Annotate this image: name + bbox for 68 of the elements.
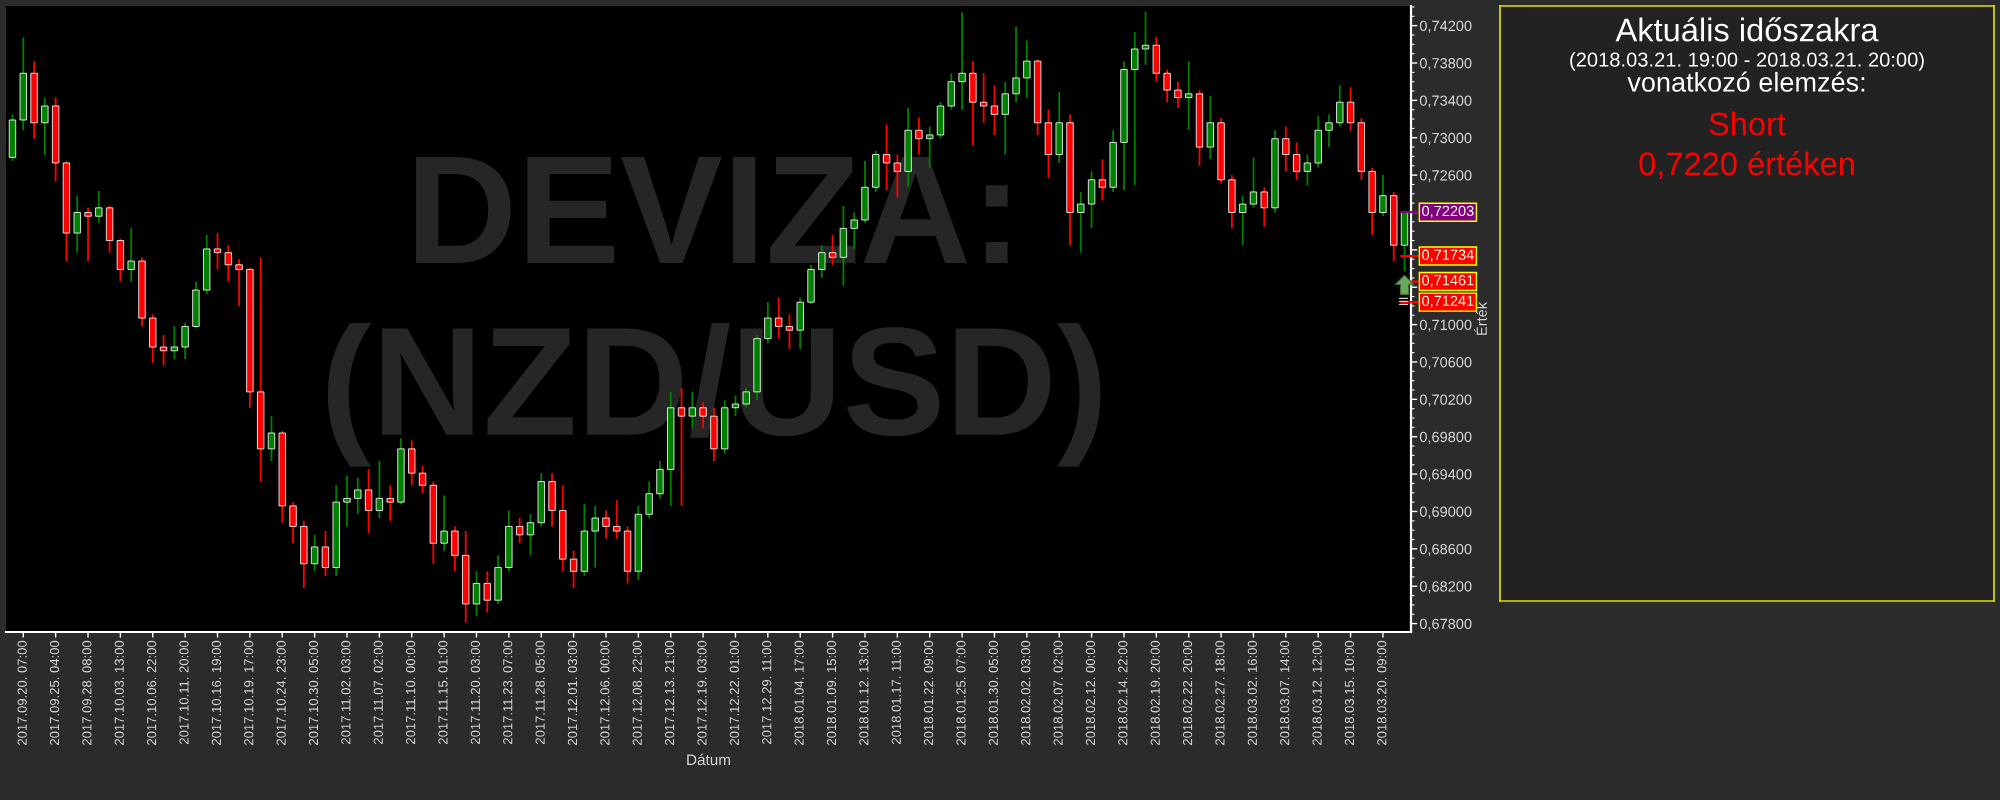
x-tick-label: 2017.11.07. 02:00 — [373, 640, 383, 744]
x-tick-label: 2017.11.15. 01:00 — [438, 640, 448, 744]
x-tick-label: 2017.11.20. 03:00 — [470, 640, 480, 744]
x-tick-label: 2018.01.22. 09:00 — [923, 640, 934, 745]
x-tick-label: 2017.11.28. 05:00 — [535, 640, 545, 744]
x-tick-label: 2017.11.23. 07:00 — [503, 640, 513, 744]
x-tick-label: 2017.10.19. 17:00 — [244, 640, 254, 745]
x-tick-label: 2018.03.12. 12:00 — [1312, 640, 1322, 745]
ref-line-label: 0,71461 — [1422, 275, 1474, 288]
x-tick-label: 2018.02.07. 02:00 — [1053, 640, 1063, 745]
x-tick-label: 2018.02.22. 20:00 — [1182, 640, 1193, 745]
x-tick-label: 2017.12.06. 00:00 — [600, 640, 610, 745]
x-tick-label: 2017.10.11. 20:00 — [179, 640, 189, 744]
y-tick-label: 0,68600 — [1419, 543, 1472, 556]
x-tick-label: 2018.01.30. 05:00 — [988, 640, 998, 745]
y-tick-label: 0,72600 — [1419, 170, 1472, 183]
x-tick-label: 2018.02.19. 20:00 — [1150, 640, 1160, 745]
ref-line-label: 0,72203 — [1422, 205, 1474, 218]
x-tick-label: 2017.12.29. 11:00 — [762, 640, 772, 744]
y-tick-label: 0,73400 — [1419, 95, 1472, 108]
x-tick-label: 2017.12.13. 21:00 — [664, 640, 675, 745]
y-axis-title: Érték — [1474, 301, 1487, 335]
text: Aktuális időszakra — [1615, 17, 1879, 42]
x-tick-label: 2017.09.25. 04:00 — [49, 640, 60, 745]
x-tick-label: 2018.03.07. 14:00 — [1280, 640, 1290, 745]
x-tick-label: 2018.02.02. 03:00 — [1021, 640, 1031, 745]
y-tick-label: 0,69400 — [1419, 469, 1472, 482]
x-tick-label: 2017.10.03. 13:00 — [114, 640, 124, 745]
x-tick-label: 2017.11.10. 00:00 — [406, 640, 416, 744]
x-tick-label: 2018.03.02. 16:00 — [1247, 640, 1257, 745]
y-tick-label: 0,68200 — [1419, 581, 1472, 594]
y-tick-label: 0,69800 — [1419, 431, 1472, 444]
y-tick-label: 0,73000 — [1419, 132, 1472, 145]
ref-line-label: 0,71734 — [1422, 249, 1474, 262]
x-tick-label: 2018.01.09. 15:00 — [826, 640, 837, 745]
x-tick-label: 2018.01.17. 11:00 — [891, 640, 901, 744]
x-tick-label: 2017.10.16. 19:00 — [211, 640, 222, 745]
x-tick-label: 2017.09.20. 07:00 — [17, 640, 27, 745]
y-tick-label: 0,70200 — [1419, 394, 1472, 407]
x-tick-label: 2018.01.12. 13:00 — [859, 640, 869, 745]
x-tick-label: 2018.02.27. 18:00 — [1215, 640, 1225, 745]
x-tick-label: 2018.02.14. 22:00 — [1118, 640, 1128, 745]
x-tick-label: 2017.12.01. 03:00 — [567, 640, 578, 745]
text: 0,7220 értéken — [1639, 151, 1854, 180]
y-tick-label: 0,70600 — [1419, 357, 1472, 370]
text: Short — [1709, 111, 1786, 136]
x-tick-label: 2018.02.12. 00:00 — [1085, 640, 1096, 745]
x-axis-title: Dátum — [687, 753, 730, 766]
x-tick-label: 2018.03.20. 09:00 — [1377, 640, 1387, 745]
x-tick-label: 2017.12.19. 03:00 — [697, 640, 707, 745]
x-tick-label: 2017.10.24. 23:00 — [276, 640, 286, 745]
x-tick-label: 2018.01.04. 17:00 — [794, 640, 804, 745]
x-tick-label: 2018.01.25. 07:00 — [956, 640, 966, 745]
y-tick-label: 0,74200 — [1419, 20, 1472, 33]
x-tick-label: 2017.12.08. 22:00 — [632, 640, 642, 745]
ref-line-label: 0,71241 — [1422, 295, 1474, 308]
text: vonatkozó elemzés: — [1627, 71, 1865, 92]
x-tick-label: 2017.10.30. 05:00 — [308, 640, 319, 745]
x-tick-label: 2017.10.06. 22:00 — [147, 640, 157, 745]
x-tick-label: 2018.03.15. 10:00 — [1344, 640, 1355, 745]
y-tick-label: 0,71000 — [1419, 319, 1472, 332]
y-tick-label: 0,67800 — [1419, 618, 1472, 631]
y-tick-label: 0,73800 — [1419, 58, 1472, 71]
text: (2018.03.21. 19:00 - 2018.03.21. 20:00) — [1570, 51, 1924, 71]
x-tick-label: 2017.09.28. 08:00 — [82, 640, 92, 745]
x-tick-label: 2017.11.02. 03:00 — [341, 640, 351, 744]
y-tick-label: 0,69000 — [1419, 506, 1472, 519]
x-tick-label: 2017.12.22. 01:00 — [729, 640, 739, 745]
